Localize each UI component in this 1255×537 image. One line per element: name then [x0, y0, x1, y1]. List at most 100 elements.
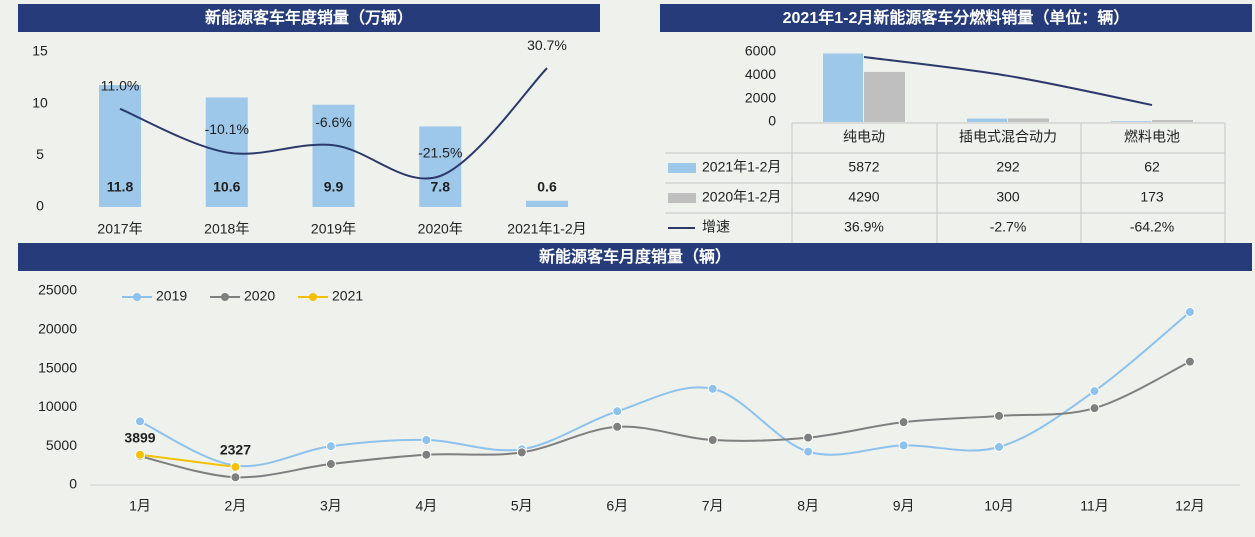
y-tick-label: 10000	[38, 398, 77, 414]
chart-title: 新能源客车月度销量（辆）	[539, 247, 731, 266]
column-header: 纯电动	[843, 129, 885, 145]
y-tick-label: 4000	[745, 66, 776, 82]
legend-marker	[309, 293, 317, 301]
point	[1089, 403, 1100, 414]
row-header: 2021年1-2月	[702, 159, 781, 175]
bar-label: 0.6	[537, 179, 557, 195]
header-bar	[18, 4, 600, 32]
x-tick-label: 1月	[129, 498, 151, 514]
x-tick-label: 3月	[320, 498, 342, 514]
growth-line	[863, 56, 1153, 106]
point	[135, 416, 145, 427]
point	[230, 461, 241, 472]
x-tick-label: 8月	[797, 498, 819, 514]
legend-label: 2021	[332, 288, 363, 304]
series-line	[139, 453, 236, 468]
legend-marker	[133, 293, 141, 301]
y-tick-label: 0	[36, 198, 44, 214]
chart-title: 新能源客车年度销量（万辆）	[205, 8, 413, 27]
point	[325, 459, 336, 470]
point	[325, 441, 336, 452]
y-tick-label: 0	[768, 113, 776, 129]
bar-label: 10.6	[213, 179, 240, 195]
bar-label: 7.8	[431, 179, 451, 195]
data-label: 2327	[220, 442, 251, 458]
x-tick-label: 2017年	[97, 221, 142, 237]
table-cell: 62	[1144, 159, 1160, 175]
table-cell: 4290	[848, 189, 879, 205]
x-tick-label: 2020年	[418, 221, 463, 237]
point	[135, 449, 145, 460]
growth-label: -10.1%	[205, 121, 249, 137]
point	[421, 434, 432, 445]
table-cell: 5872	[848, 159, 879, 175]
x-tick-label: 9月	[893, 498, 915, 514]
growth-label: 11.0%	[101, 78, 140, 94]
y-tick-label: 15000	[38, 359, 77, 375]
table-cell: 300	[996, 189, 1020, 205]
column-header: 插电式混合动力	[959, 129, 1057, 145]
y-tick-label: 2000	[745, 89, 776, 105]
bar-label: 11.8	[107, 179, 134, 195]
data-label: 3899	[124, 429, 155, 445]
bar	[526, 200, 568, 207]
legend-label: 2019	[156, 288, 187, 304]
x-tick-label: 6月	[606, 498, 628, 514]
point	[1089, 386, 1100, 397]
y-tick-label: 5	[36, 146, 44, 162]
series-line	[139, 360, 1191, 479]
y-tick-label: 25000	[38, 282, 77, 298]
bar	[312, 104, 355, 207]
point	[707, 383, 718, 394]
column-header: 燃料电池	[1124, 129, 1180, 145]
legend-swatch	[668, 163, 696, 173]
row-header: 增速	[702, 219, 730, 235]
point	[421, 449, 432, 460]
y-tick-label: 0	[69, 476, 77, 492]
point	[612, 406, 623, 417]
x-tick-label: 10月	[984, 498, 1014, 514]
point	[1184, 356, 1195, 367]
y-tick-label: 15	[32, 43, 48, 59]
point	[803, 432, 814, 443]
table-cell: -2.7%	[990, 219, 1027, 235]
growth-line	[119, 67, 548, 180]
point	[898, 440, 909, 451]
x-tick-label: 2019年	[311, 221, 356, 237]
growth-label: -21.5%	[418, 145, 462, 161]
growth-label: 30.7%	[527, 37, 567, 53]
x-tick-label: 2月	[225, 498, 247, 514]
point	[994, 410, 1005, 421]
y-tick-label: 5000	[46, 437, 77, 453]
bar-label: 9.9	[324, 179, 344, 195]
table-cell: 36.9%	[844, 219, 884, 235]
point	[994, 441, 1005, 452]
point	[803, 446, 814, 457]
point	[898, 417, 909, 428]
series-line	[139, 311, 1191, 468]
chart-title: 2021年1-2月新能源客车分燃料销量（单位：辆）	[783, 8, 1130, 27]
header-bar	[660, 4, 1252, 32]
y-tick-label: 10	[32, 94, 48, 110]
y-tick-label: 20000	[38, 321, 77, 337]
legend-swatch	[668, 193, 696, 203]
legend-marker	[221, 293, 229, 301]
y-tick-label: 6000	[745, 43, 776, 59]
bar	[99, 85, 141, 207]
bar	[419, 126, 462, 207]
x-tick-label: 2018年	[204, 221, 249, 237]
table-cell: 173	[1140, 189, 1164, 205]
header-bar	[18, 243, 1252, 271]
point	[1184, 306, 1195, 317]
bar	[1008, 118, 1049, 122]
row-header: 2020年1-2月	[702, 189, 781, 205]
x-tick-label: 12月	[1175, 498, 1205, 514]
bar	[864, 71, 905, 122]
table-cell: -64.2%	[1130, 219, 1174, 235]
point	[230, 472, 241, 483]
bar	[1152, 119, 1193, 122]
bar	[1111, 121, 1151, 122]
table-cell: 292	[996, 159, 1020, 175]
x-tick-label: 5月	[511, 498, 533, 514]
